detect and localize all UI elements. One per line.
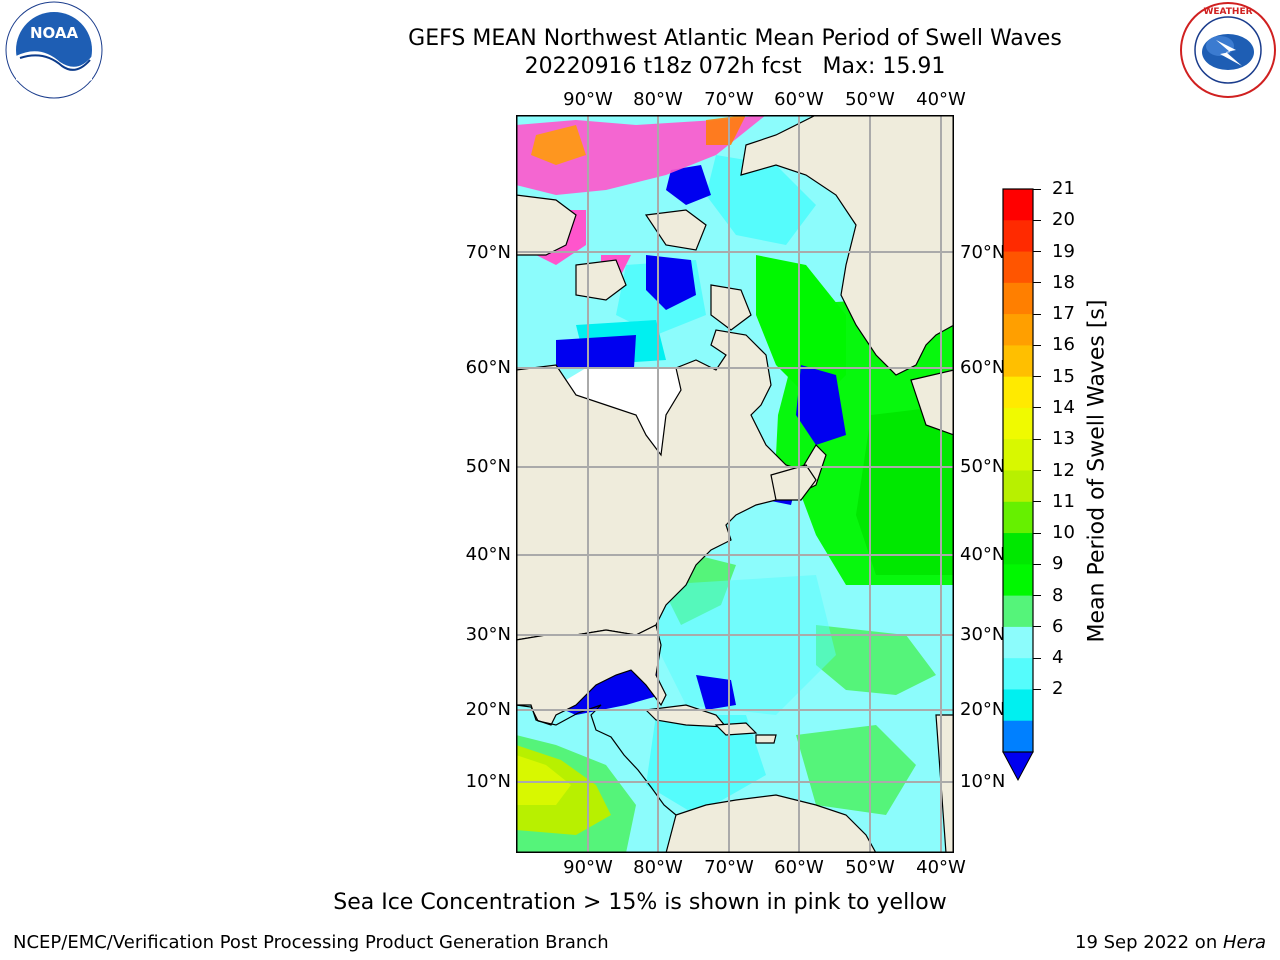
svg-text:WEATHER: WEATHER bbox=[1203, 7, 1252, 17]
colorbar-block bbox=[1003, 658, 1033, 690]
colorbar-block bbox=[1003, 407, 1033, 440]
lat-label-right-30n: 30°N bbox=[960, 624, 1006, 645]
lat-label-left-20n: 20°N bbox=[465, 699, 511, 720]
colorbar-tick-label: 8 bbox=[1052, 584, 1064, 606]
lat-label-right-70n: 70°N bbox=[960, 242, 1006, 263]
noaa-logo: NOAA bbox=[0, 0, 110, 100]
chart-title: GEFS MEAN Northwest Atlantic Mean Period… bbox=[408, 26, 1062, 51]
colorbar-block bbox=[1003, 626, 1033, 659]
sea-ice-caption: Sea Ice Concentration > 15% is shown in … bbox=[333, 890, 947, 915]
colorbar-tick-mark bbox=[1033, 344, 1041, 346]
colorbar-tick-label: 13 bbox=[1052, 428, 1075, 450]
colorbar-tick-label: 6 bbox=[1052, 615, 1064, 637]
colorbar-tick-label: 9 bbox=[1052, 553, 1064, 575]
lon-label-bottom-60w: 60°W bbox=[774, 857, 824, 878]
colorbar-block bbox=[1003, 533, 1033, 565]
lon-label-bottom-80w: 80°W bbox=[633, 857, 683, 878]
colorbar-block bbox=[1003, 376, 1033, 409]
lon-label-bottom-50w: 50°W bbox=[845, 857, 895, 878]
colorbar-tick-mark bbox=[1033, 626, 1041, 628]
colorbar-tick-label: 10 bbox=[1052, 522, 1075, 544]
colorbar-block bbox=[1003, 470, 1033, 503]
colorbar-tick-label: 17 bbox=[1052, 303, 1075, 325]
lat-label-left-60n: 60°N bbox=[465, 357, 511, 378]
lat-label-right-60n: 60°N bbox=[960, 357, 1006, 378]
graticule bbox=[516, 115, 954, 853]
noaa-logo-text: NOAA bbox=[30, 24, 79, 42]
lat-label-left-70n: 70°N bbox=[465, 242, 511, 263]
map-frame bbox=[516, 115, 954, 853]
lon-label-top-70w: 70°W bbox=[704, 89, 754, 110]
colorbar-tick-mark bbox=[1033, 376, 1041, 378]
colorbar-block bbox=[1003, 189, 1033, 221]
lat-label-left-40n: 40°N bbox=[465, 544, 511, 565]
map-panel bbox=[516, 115, 954, 853]
footer-date: 19 Sep 2022 on bbox=[1075, 932, 1223, 953]
lon-label-top-40w: 40°W bbox=[916, 89, 966, 110]
lat-label-right-40n: 40°N bbox=[960, 544, 1006, 565]
lat-label-right-20n: 20°N bbox=[960, 699, 1006, 720]
lat-label-left-50n: 50°N bbox=[465, 456, 511, 477]
colorbar-block bbox=[1003, 564, 1033, 597]
lon-label-top-80w: 80°W bbox=[633, 89, 683, 110]
lat-label-left-30n: 30°N bbox=[465, 624, 511, 645]
colorbar-tick-mark bbox=[1033, 657, 1041, 659]
footer-left: NCEP/EMC/Verification Post Processing Pr… bbox=[13, 932, 609, 953]
lon-label-bottom-40w: 40°W bbox=[916, 857, 966, 878]
colorbar-block bbox=[1003, 689, 1033, 722]
colorbar-tick-label: 12 bbox=[1052, 459, 1075, 481]
colorbar-block bbox=[1003, 501, 1033, 534]
colorbar-tick-label: 4 bbox=[1052, 647, 1064, 669]
colorbar-tick-mark bbox=[1033, 688, 1041, 690]
colorbar-block bbox=[1003, 220, 1033, 253]
footer-machine: Hera bbox=[1222, 932, 1266, 953]
colorbar-tick-mark bbox=[1033, 532, 1041, 534]
chart-subtitle: 20220916 t18z 072h fcst Max: 15.91 bbox=[524, 54, 946, 79]
lon-label-top-50w: 50°W bbox=[845, 89, 895, 110]
colorbar bbox=[1002, 188, 1034, 782]
colorbar-tick-label: 11 bbox=[1052, 490, 1075, 512]
colorbar-tick-mark bbox=[1033, 313, 1041, 315]
footer-right: 19 Sep 2022 on Hera bbox=[1075, 932, 1266, 953]
colorbar-tick-label: 21 bbox=[1052, 178, 1075, 199]
colorbar-tick-mark bbox=[1033, 470, 1041, 471]
colorbar-tick-label: 19 bbox=[1052, 240, 1075, 262]
colorbar-extend-arrow bbox=[1002, 751, 1034, 782]
colorbar-block bbox=[1003, 314, 1033, 346]
lat-label-left-10n: 10°N bbox=[465, 771, 511, 792]
colorbar-tick-label: 16 bbox=[1052, 334, 1075, 356]
colorbar-tick-mark bbox=[1033, 501, 1041, 503]
lon-label-top-60w: 60°W bbox=[774, 89, 824, 110]
lon-label-bottom-90w: 90°W bbox=[563, 857, 613, 878]
colorbar-block bbox=[1003, 595, 1033, 628]
colorbar-tick-label: 2 bbox=[1052, 678, 1064, 700]
nws-logo: WEATHER bbox=[1176, 0, 1280, 100]
colorbar-tick-label: 20 bbox=[1052, 209, 1075, 231]
colorbar-label: Mean Period of Swell Waves [s] bbox=[1084, 299, 1110, 643]
lon-label-bottom-70w: 70°W bbox=[704, 857, 754, 878]
colorbar-blocks bbox=[1003, 189, 1033, 753]
colorbar-tick-mark bbox=[1033, 282, 1041, 284]
colorbar-block bbox=[1003, 439, 1033, 471]
colorbar-tick-mark bbox=[1033, 407, 1041, 409]
colorbar-block bbox=[1003, 282, 1033, 315]
land-areas bbox=[516, 115, 954, 853]
colorbar-block bbox=[1003, 251, 1033, 284]
lat-label-right-10n: 10°N bbox=[960, 771, 1006, 792]
colorbar-tick-mark bbox=[1033, 438, 1041, 440]
colorbar-block bbox=[1003, 720, 1033, 753]
lon-label-top-90w: 90°W bbox=[563, 89, 613, 110]
colorbar-tick-mark bbox=[1033, 595, 1041, 597]
colorbar-tick-mark bbox=[1033, 251, 1041, 253]
colorbar-tick-label: 18 bbox=[1052, 271, 1075, 293]
colorbar-tick-mark bbox=[1033, 563, 1041, 565]
colorbar-tick-label: 14 bbox=[1052, 396, 1075, 418]
lat-label-right-50n: 50°N bbox=[960, 456, 1006, 477]
colorbar-block bbox=[1003, 345, 1033, 378]
colorbar-tick-mark bbox=[1033, 219, 1041, 221]
colorbar-tick-mark bbox=[1033, 188, 1041, 190]
colorbar-tick-label: 15 bbox=[1052, 365, 1075, 387]
